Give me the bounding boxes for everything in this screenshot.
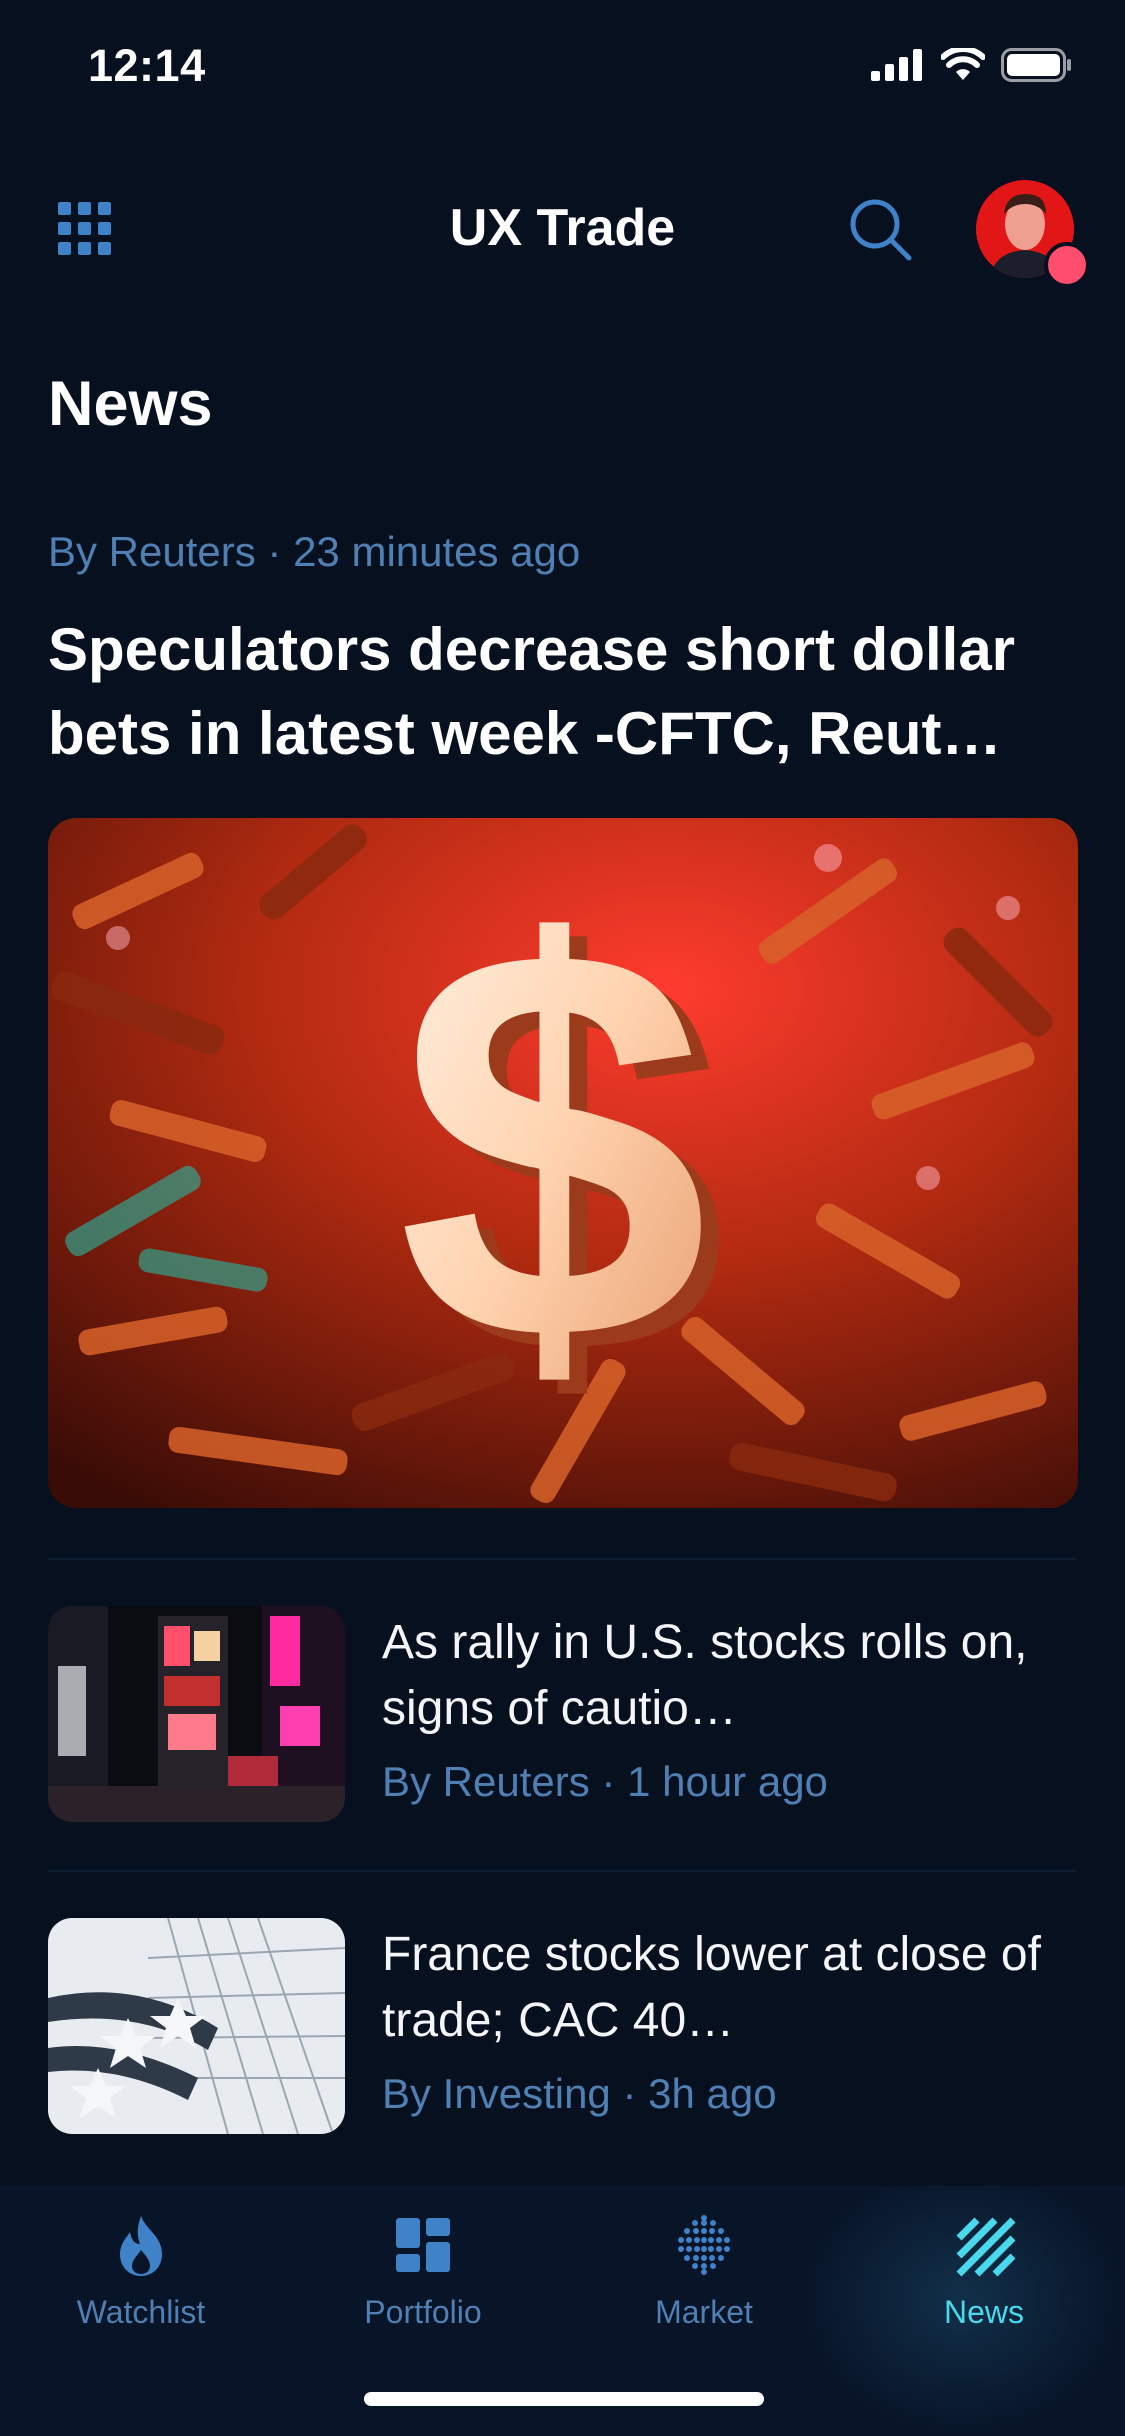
status-time: 12:14 [88, 40, 206, 91]
status-icons [871, 48, 1073, 82]
tab-news[interactable]: News [874, 2210, 1094, 2340]
tab-portfolio[interactable]: Portfolio [313, 2210, 533, 2340]
tab-label: Watchlist [76, 2294, 206, 2330]
stripes-icon [956, 2217, 1016, 2277]
tab-label: Market [655, 2294, 753, 2330]
news-item-meta: By Investing · 3h ago [382, 2070, 777, 2117]
bottom-nav: Watchlist Portfolio [0, 2186, 1125, 2436]
cellular-signal-icon [871, 49, 922, 81]
news-item-time: 1 hour ago [627, 1758, 828, 1805]
featured-time: 23 minutes ago [293, 528, 581, 575]
dots-globe-icon [678, 2215, 730, 2275]
grid-blocks-icon [396, 2218, 450, 2272]
battery-icon [1001, 48, 1071, 82]
status-bar: 12:14 [0, 0, 1125, 140]
apps-grid-icon[interactable] [58, 202, 112, 256]
notification-badge [1044, 242, 1090, 288]
tab-label: Portfolio [364, 2294, 482, 2330]
tab-market[interactable]: Market [594, 2210, 814, 2340]
app-title: UX Trade [449, 199, 676, 257]
news-item-time: 3h ago [648, 2070, 777, 2117]
wifi-icon [941, 48, 985, 80]
active-tab-glow [800, 2186, 1125, 2436]
news-item-source: By Reuters [382, 1758, 590, 1805]
news-list-item[interactable]: France stocks lower at close of trade; C… [48, 1918, 1078, 2138]
featured-source: By Reuters [48, 528, 256, 575]
news-item-source: By Investing [382, 2070, 611, 2117]
featured-headline[interactable]: Speculators decrease short dollar bets i… [48, 616, 1016, 767]
svg-text:$: $ [415, 845, 726, 1471]
divider [48, 1870, 1076, 1872]
svg-text:$: $ [397, 831, 708, 1457]
tab-label: News [943, 2294, 1024, 2330]
news-item-title: France stocks lower at close of trade; C… [382, 1928, 1041, 2047]
page-title: News [48, 369, 213, 439]
featured-image[interactable]: $ $ [48, 818, 1078, 1508]
app-header: UX Trade [0, 170, 1125, 290]
featured-meta: By Reuters · 23 minutes ago [48, 528, 581, 575]
tab-watchlist[interactable]: Watchlist [31, 2210, 251, 2340]
divider [48, 1558, 1076, 1560]
news-thumbnail [48, 1918, 345, 2134]
news-list-item[interactable]: As rally in U.S. stocks rolls on, signs … [48, 1606, 1078, 1826]
search-icon[interactable] [845, 194, 917, 266]
home-indicator[interactable] [364, 2392, 764, 2406]
flame-icon [120, 2216, 162, 2276]
news-item-title: As rally in U.S. stocks rolls on, signs … [382, 1616, 1028, 1735]
news-thumbnail [48, 1606, 345, 1822]
news-item-meta: By Reuters · 1 hour ago [382, 1758, 828, 1805]
